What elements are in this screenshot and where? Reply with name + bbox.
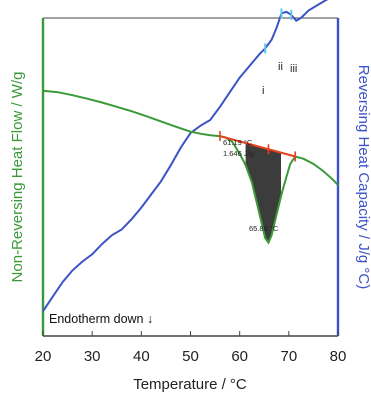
series-line-non-reversing xyxy=(42,89,339,245)
baseline-ticks xyxy=(219,131,297,162)
endotherm-note: Endotherm down ↓ xyxy=(49,312,153,326)
marker-label-ii: ii xyxy=(278,61,283,73)
x-tick-label: 50 xyxy=(182,348,199,365)
x-tick-label: 60 xyxy=(231,348,248,365)
x-axis-tick-labels: 20 30 40 50 60 70 80 xyxy=(35,348,347,365)
peak-temp-label: 65.86 °C xyxy=(249,224,279,233)
enthalpy-label: 1.646 J/g xyxy=(223,149,254,158)
x-tick-label: 40 xyxy=(133,348,150,365)
x-tick-label: 70 xyxy=(280,348,297,365)
left-axis-title: Non-Reversing Heat Flow / W/g xyxy=(9,72,26,283)
onset-temp-label: 61.19 °C xyxy=(223,138,253,147)
marker-label-i: i xyxy=(262,85,264,97)
transition-markers xyxy=(264,8,293,54)
series-line-reversing xyxy=(42,0,329,312)
marker-label-iii: iii xyxy=(290,63,297,75)
x-tick-label: 30 xyxy=(84,348,101,365)
x-tick-label: 80 xyxy=(330,348,347,365)
integration-baseline xyxy=(219,135,296,158)
x-tick-label: 20 xyxy=(35,348,52,365)
right-axis-title: Reversing Heat Capacity / J/g °C) xyxy=(355,65,371,289)
peak-area-fill xyxy=(245,143,281,243)
x-axis-ticks xyxy=(42,331,339,336)
x-axis-title: Temperature / °C xyxy=(133,376,247,393)
